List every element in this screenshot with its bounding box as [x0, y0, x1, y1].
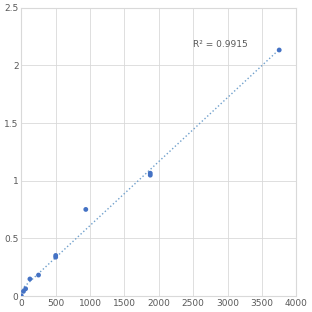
Point [148, 171, 153, 176]
Point [27, 276, 32, 281]
Text: R² = 0.9915: R² = 0.9915 [193, 40, 248, 49]
Point [277, 47, 282, 52]
Point [23, 286, 28, 291]
Point [148, 173, 153, 178]
Point [83, 207, 88, 212]
Point [53, 255, 58, 260]
Point [19, 293, 24, 298]
Point [21, 289, 26, 294]
Point [36, 273, 41, 278]
Point [53, 253, 58, 258]
